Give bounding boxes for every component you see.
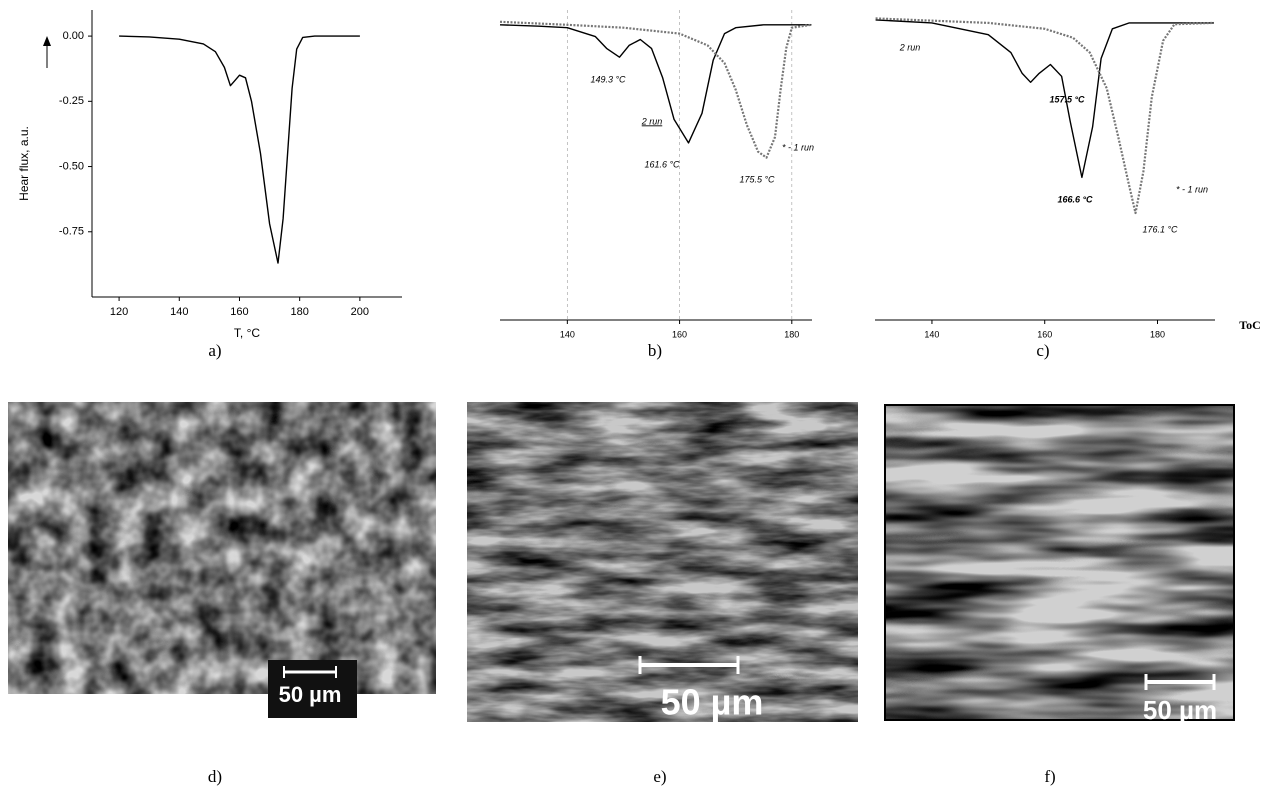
micrograph-border <box>884 404 1235 721</box>
series-label: * - 1 run <box>1176 184 1208 194</box>
series-label: 2 run <box>641 116 663 126</box>
peak-label: 149.3 °C <box>590 74 626 84</box>
panel-label: c) <box>1036 341 1049 360</box>
peak-label: 176.1 °C <box>1142 224 1178 234</box>
x-tick-label: 160 <box>672 329 687 339</box>
scale-bar-box <box>268 660 357 718</box>
y-axis-label: Hear flux, a.u. <box>17 126 31 201</box>
x-tick-label: 120 <box>110 306 128 318</box>
data-line <box>875 17 1214 215</box>
panel-label: a) <box>208 341 221 360</box>
x-tick-label: 160 <box>1037 329 1052 339</box>
panel-label: e) <box>653 767 666 786</box>
y-tick-label: -0.25 <box>59 95 84 107</box>
x-axis-label: ToC <box>1239 318 1261 332</box>
data-line <box>499 20 812 159</box>
x-tick-label: 140 <box>560 329 575 339</box>
data-line <box>875 19 1214 179</box>
micrograph-texture <box>467 402 858 722</box>
x-tick-label: 140 <box>924 329 939 339</box>
axis-arrow-head <box>43 36 51 46</box>
scale-bar-label: 50 µm <box>1143 695 1217 725</box>
data-line <box>499 24 812 144</box>
y-tick-label: -0.50 <box>59 160 84 172</box>
x-axis-label: T, °C <box>234 326 260 340</box>
x-tick-label: 200 <box>351 306 369 318</box>
x-tick-label: 160 <box>230 306 248 318</box>
peak-label: 161.6 °C <box>644 159 680 169</box>
scale-bar-label: 50 µm <box>661 682 764 723</box>
x-tick-label: 180 <box>290 306 308 318</box>
peak-label: 166.6 °C <box>1057 194 1093 204</box>
panel-label: d) <box>208 767 222 786</box>
panel-label: b) <box>648 341 662 360</box>
data-line <box>119 35 360 264</box>
x-tick-label: 180 <box>784 329 799 339</box>
micrograph-texture <box>885 405 1234 720</box>
y-tick-label: -0.75 <box>59 226 84 238</box>
x-tick-label: 140 <box>170 306 188 318</box>
peak-label: 175.5 °C <box>739 174 775 184</box>
micrograph-texture <box>8 402 436 694</box>
panel-label: f) <box>1044 767 1055 786</box>
series-label: 2 run <box>899 42 921 52</box>
scale-bar-label: 50 µm <box>279 682 342 707</box>
x-tick-label: 180 <box>1150 329 1165 339</box>
peak-label: 157.5 °C <box>1049 94 1085 104</box>
series-label: * - 1 run <box>782 142 814 152</box>
y-tick-label: 0.00 <box>63 30 84 42</box>
